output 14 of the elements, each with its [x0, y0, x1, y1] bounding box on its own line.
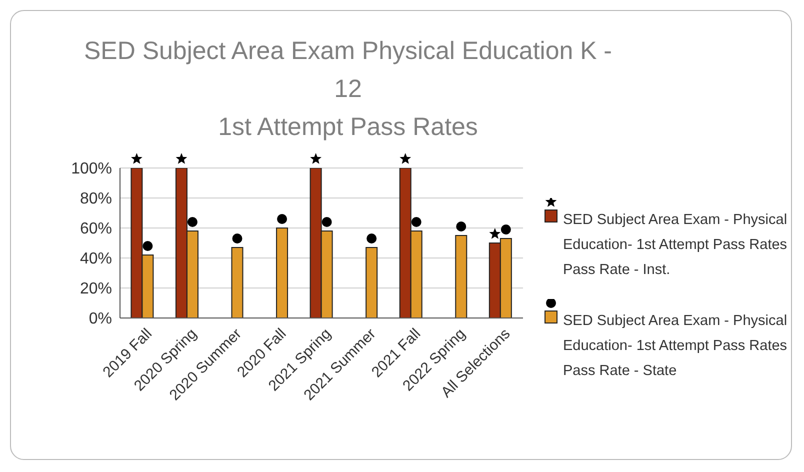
y-tick-label: 40%: [80, 250, 112, 268]
legend-label: SED Subject Area Exam - Physical Education- 1st Attempt Pass Rates Pass Rate - Inst.: [563, 211, 788, 280]
legend-label: SED Subject Area Exam - Physical Education- 1st Attempt Pass Rates Pass Rate - State: [563, 312, 788, 381]
chart-title: SED Subject Area Exam Physical Education K - 12: [82, 36, 614, 105]
y-tick-label: 0%: [88, 310, 112, 328]
bar: [366, 247, 378, 318]
y-tick-label: 60%: [80, 220, 112, 238]
y-tick-label: 20%: [80, 280, 112, 298]
y-tick-label: 100%: [71, 160, 112, 178]
y-tick-label: 80%: [80, 190, 112, 208]
chart-subtitle: 1st Attempt Pass Rates: [217, 112, 479, 143]
bar: [276, 228, 288, 318]
bar: [455, 235, 468, 318]
bar: [231, 247, 244, 318]
